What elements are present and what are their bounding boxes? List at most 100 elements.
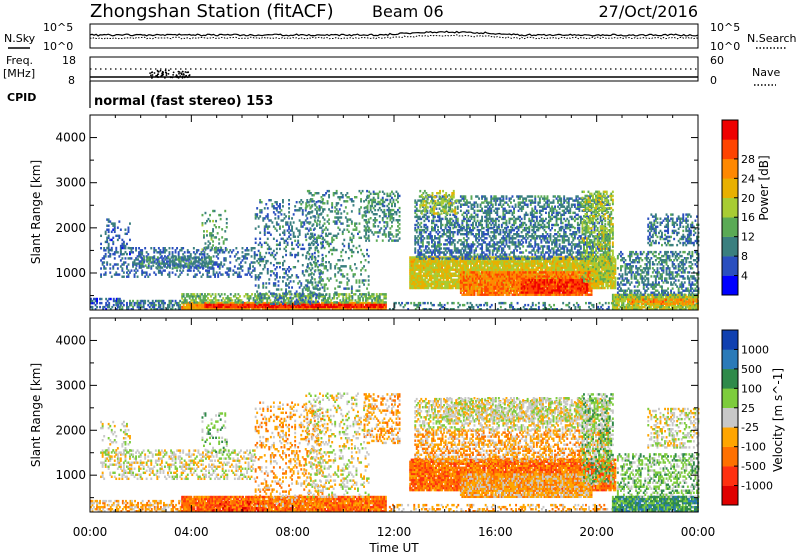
heatmap-cell xyxy=(202,299,205,302)
heatmap-cell xyxy=(136,299,139,303)
heatmap-cell xyxy=(189,255,192,258)
heatmap-cell xyxy=(427,286,430,290)
heatmap-cell xyxy=(257,303,260,307)
heatmap-cell xyxy=(295,209,298,212)
heatmap-cell xyxy=(425,262,428,265)
heatmap-cell xyxy=(552,262,555,265)
heatmap-cell xyxy=(472,308,475,311)
heatmap-cell xyxy=(273,303,276,307)
heatmap-cell xyxy=(572,303,575,307)
heatmap-cell xyxy=(465,262,468,265)
heatmap-cell xyxy=(497,262,500,265)
heatmap-cell xyxy=(312,273,315,276)
heatmap-cell xyxy=(320,263,323,266)
heatmap-cell xyxy=(391,204,393,208)
heatmap-cell xyxy=(439,286,442,290)
heatmap-cell xyxy=(222,301,225,304)
heatmap-cell xyxy=(444,284,447,288)
heatmap-cell xyxy=(364,236,367,240)
heatmap-cell xyxy=(328,218,331,221)
heatmap-cell xyxy=(424,276,427,280)
heatmap-cell xyxy=(350,210,353,213)
heatmap-cell xyxy=(297,245,300,249)
heatmap-cell xyxy=(107,220,110,223)
heatmap-cell xyxy=(474,268,477,271)
heatmap-cell xyxy=(415,272,418,275)
heatmap-cell xyxy=(512,305,515,309)
heatmap-cell xyxy=(372,293,375,296)
heatmap-cell xyxy=(357,232,359,236)
heatmap-cell xyxy=(298,299,301,302)
nave-dot xyxy=(178,72,180,75)
heatmap-cell xyxy=(381,239,384,242)
heatmap-cell xyxy=(316,210,318,213)
heatmap-cell xyxy=(483,260,486,263)
heatmap-cell xyxy=(369,208,372,212)
heatmap-cell xyxy=(454,268,457,271)
heatmap-cell xyxy=(159,249,162,252)
heatmap-cell xyxy=(317,259,319,263)
heatmap-cell xyxy=(280,288,283,291)
heatmap-cell xyxy=(188,258,191,261)
heatmap-cell xyxy=(347,218,350,221)
heatmap-cell xyxy=(212,240,215,243)
heatmap-cell xyxy=(142,299,145,303)
heatmap-cell xyxy=(311,267,314,270)
heatmap-cell xyxy=(115,297,118,301)
heatmap-cell xyxy=(263,293,266,296)
heatmap-cell xyxy=(305,303,308,307)
heatmap-cell xyxy=(122,246,125,250)
heatmap-cell xyxy=(309,302,312,306)
heatmap-cell xyxy=(176,264,179,267)
heatmap-cell xyxy=(476,264,479,267)
heatmap-cell xyxy=(185,293,188,296)
heatmap-cell xyxy=(378,202,381,206)
heatmap-cell xyxy=(435,284,437,288)
heatmap-cell xyxy=(263,264,266,267)
heatmap-cell xyxy=(326,228,329,231)
heatmap-cell xyxy=(441,266,444,269)
heatmap-cell xyxy=(248,308,251,311)
heatmap-cell xyxy=(451,266,454,269)
heatmap-cell xyxy=(485,274,488,278)
nave-dot xyxy=(151,77,153,79)
heatmap-cell xyxy=(301,209,304,212)
heatmap-cell xyxy=(119,244,122,248)
heatmap-cell xyxy=(203,247,206,250)
heatmap-cell xyxy=(544,268,547,271)
heatmap-cell xyxy=(194,303,197,307)
heatmap-cell xyxy=(218,263,221,266)
heatmap-cell xyxy=(365,221,368,224)
heatmap-cell xyxy=(506,262,509,265)
heatmap-cell xyxy=(340,305,343,309)
heatmap-cell xyxy=(190,293,193,296)
heatmap-cell xyxy=(107,242,110,246)
heatmap-cell xyxy=(423,301,426,305)
heatmap-cell xyxy=(325,293,328,296)
heatmap-cell xyxy=(202,305,205,309)
heatmap-cell xyxy=(442,282,445,286)
heatmap-cell xyxy=(226,299,229,302)
heatmap-cell xyxy=(447,286,450,290)
heatmap-cell xyxy=(166,266,168,269)
heatmap-cell xyxy=(334,220,337,223)
heatmap-cell xyxy=(195,249,198,252)
heatmap-cell xyxy=(424,260,427,263)
heatmap-cell xyxy=(266,270,269,273)
heatmap-cell xyxy=(174,251,177,254)
heatmap-cell xyxy=(133,303,136,307)
heatmap-cell xyxy=(413,260,416,263)
heatmap-cell xyxy=(386,192,389,196)
heatmap-cell xyxy=(231,305,234,309)
heatmap-cell xyxy=(354,196,356,199)
heatmap-cell xyxy=(279,296,281,299)
heatmap-cell xyxy=(346,218,349,221)
heatmap-cell xyxy=(318,297,320,300)
heatmap-cell xyxy=(238,267,241,270)
heatmap-cell xyxy=(422,284,425,288)
heatmap-cell xyxy=(410,280,413,284)
heatmap-cell xyxy=(433,266,436,269)
heatmap-cell xyxy=(332,246,335,250)
heatmap-cell xyxy=(410,268,413,271)
heatmap-cell xyxy=(197,266,200,269)
